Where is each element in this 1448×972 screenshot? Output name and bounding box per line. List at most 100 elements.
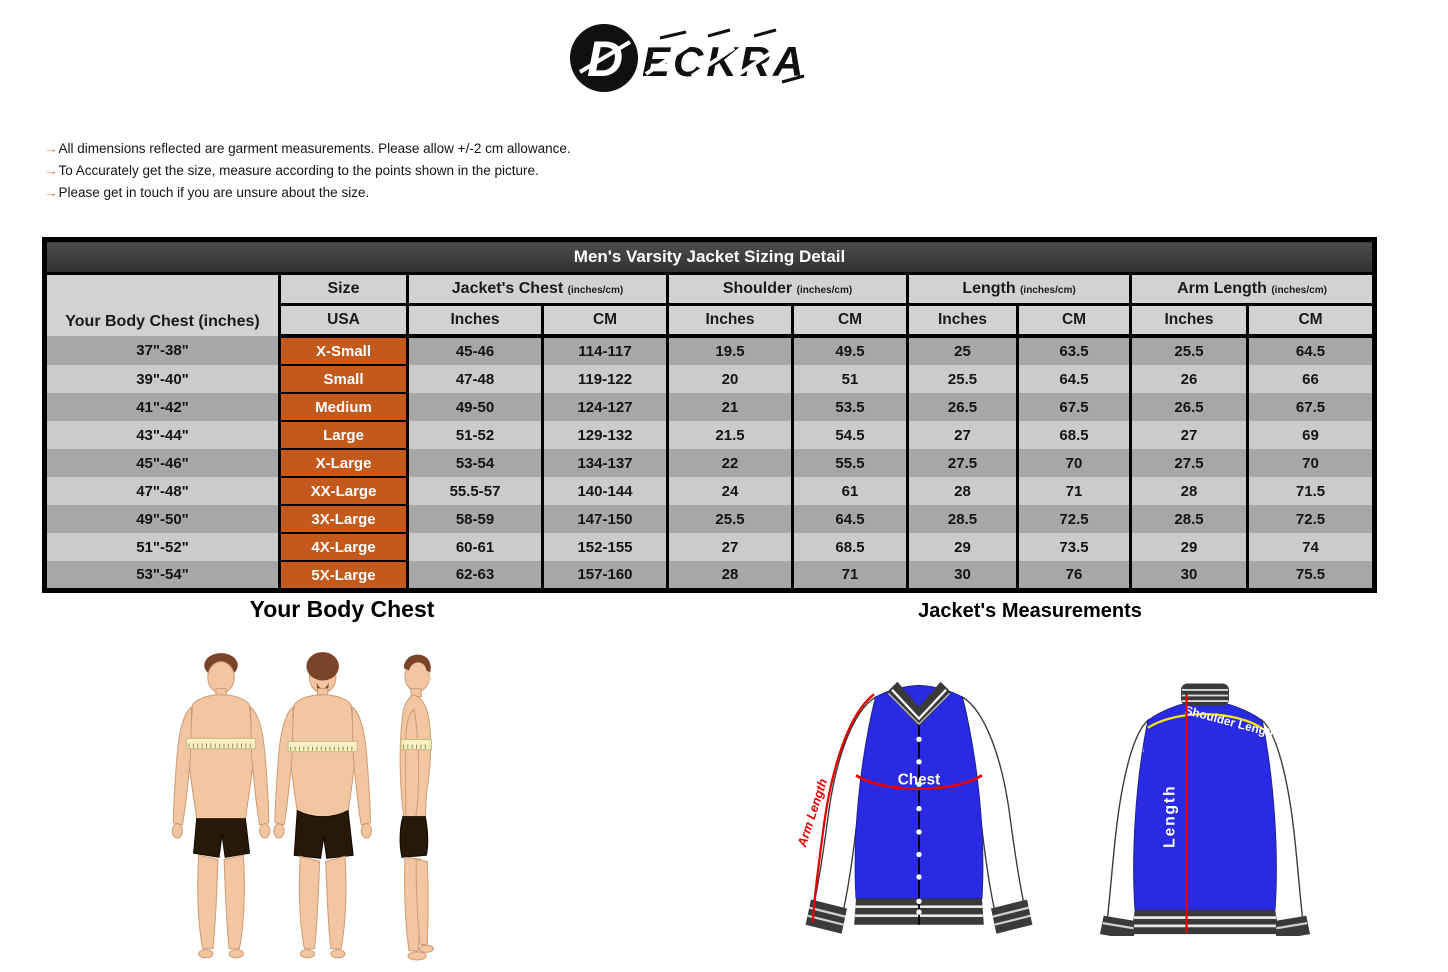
chest-measure-line bbox=[855, 774, 983, 791]
group-header-length: Length (inches/cm) bbox=[906, 273, 1132, 306]
value-cell: 67.5 bbox=[1245, 393, 1377, 421]
sub-header-inches: Inches bbox=[906, 304, 1019, 338]
chest-label: Chest bbox=[898, 771, 940, 788]
value-cell: 51 bbox=[791, 365, 909, 393]
value-cell: 129-132 bbox=[541, 421, 669, 449]
value-cell: 68.5 bbox=[1016, 421, 1132, 449]
value-cell: 68.5 bbox=[791, 533, 909, 561]
arrow-icon: → bbox=[44, 163, 58, 178]
table-row: 45"-46" X-Large 53-54 134-137 22 55.5 27.5 70 27… bbox=[43, 448, 1377, 478]
note-text: Please get in touch if you are unsure ab… bbox=[58, 185, 370, 200]
group-unit: (inches/cm) bbox=[1020, 285, 1076, 296]
chest-tape-side bbox=[400, 738, 432, 751]
body-chest-cell: 51"-52" bbox=[43, 533, 281, 561]
length-label: Length bbox=[1162, 785, 1179, 848]
size-cell: 4X-Large bbox=[278, 532, 409, 562]
size-cell: 5X-Large bbox=[278, 560, 409, 592]
group-label: Shoulder bbox=[722, 280, 793, 297]
arrow-icon: → bbox=[44, 185, 58, 200]
figure-front-view bbox=[171, 653, 271, 959]
value-cell: 62-63 bbox=[406, 561, 544, 591]
note-text: To Accurately get the size, measure acco… bbox=[58, 163, 539, 178]
value-cell: 152-155 bbox=[541, 533, 669, 561]
value-cell: 71 bbox=[791, 561, 909, 591]
value-cell: 53-54 bbox=[406, 449, 544, 477]
table-row: 47"-48" XX-Large 55.5-57 140-144 24 61 28 71 28 7… bbox=[43, 476, 1377, 506]
value-cell: 28 bbox=[666, 561, 794, 591]
jacket-measurements-section-title: Jacket's Measurements bbox=[918, 600, 1142, 622]
value-cell: 30 bbox=[1129, 561, 1249, 591]
sub-header-cm: CM bbox=[1016, 304, 1132, 338]
group-label: Length bbox=[962, 280, 1016, 297]
value-cell: 27 bbox=[906, 421, 1019, 449]
value-cell: 67.5 bbox=[1016, 393, 1132, 421]
logo-dashes bbox=[659, 28, 805, 84]
value-cell: 26.5 bbox=[1129, 393, 1249, 421]
table-sub-header-row: USA Inches CM Inches CM Inches CM Inches… bbox=[45, 304, 1377, 338]
brand-logo: D ECKRA bbox=[568, 20, 820, 98]
figure-back-view bbox=[273, 652, 372, 959]
group-header-jackets-chest: Jacket's Chest (inches/cm) bbox=[406, 273, 669, 306]
value-cell: 30 bbox=[906, 561, 1019, 591]
value-cell: 75.5 bbox=[1245, 561, 1377, 591]
body-chest-cell: 45"-46" bbox=[43, 449, 281, 477]
value-cell: 24 bbox=[666, 477, 794, 505]
value-cell: 29 bbox=[1129, 533, 1249, 561]
hem-band-back bbox=[1133, 910, 1277, 935]
value-cell: 73.5 bbox=[1016, 533, 1132, 561]
column-header-size: Size bbox=[278, 273, 409, 306]
table-row: 39"-40" Small 47-48 119-122 20 51 25.5 64.5 26 66 bbox=[43, 364, 1377, 394]
value-cell: 19.5 bbox=[666, 336, 794, 365]
figure-side-view bbox=[399, 654, 434, 961]
group-header-shoulder: Shoulder (inches/cm) bbox=[666, 273, 909, 306]
value-cell: 25.5 bbox=[1129, 336, 1249, 365]
value-cell: 25 bbox=[906, 336, 1019, 365]
value-cell: 64.5 bbox=[1245, 336, 1377, 365]
size-cell: Medium bbox=[278, 392, 409, 422]
body-chest-cell: 37"-38" bbox=[43, 336, 281, 365]
value-cell: 26 bbox=[1129, 365, 1249, 393]
body-chest-cell: 53"-54" bbox=[43, 561, 281, 591]
table-title: Men's Varsity Jacket Sizing Detail bbox=[44, 239, 1375, 275]
table-row: 41"-42" Medium 49-50 124-127 21 53.5 26.5 67.5 2… bbox=[43, 392, 1377, 422]
value-cell: 72.5 bbox=[1016, 505, 1132, 533]
value-cell: 147-150 bbox=[541, 505, 669, 533]
size-cell: 3X-Large bbox=[278, 504, 409, 534]
body-chest-cell: 49"-50" bbox=[43, 505, 281, 533]
value-cell: 21.5 bbox=[666, 421, 794, 449]
value-cell: 58-59 bbox=[406, 505, 544, 533]
body-chest-cell: 47"-48" bbox=[43, 477, 281, 505]
size-cell: X-Large bbox=[278, 448, 409, 478]
value-cell: 54.5 bbox=[791, 421, 909, 449]
sub-header-cm: CM bbox=[791, 304, 909, 338]
value-cell: 28 bbox=[906, 477, 1019, 505]
value-cell: 66 bbox=[1245, 365, 1377, 393]
value-cell: 114-117 bbox=[541, 336, 669, 365]
group-label: Jacket's Chest bbox=[451, 280, 564, 297]
note-item: →Please get in touch if you are unsure a… bbox=[44, 182, 571, 204]
table-row: 53"-54" 5X-Large 62-63 157-160 28 71 30 76 30 75.… bbox=[43, 560, 1377, 592]
column-header-body-chest: Your Body Chest (inches) bbox=[43, 273, 281, 336]
value-cell: 27 bbox=[1129, 421, 1249, 449]
table-row: 49"-50" 3X-Large 58-59 147-150 25.5 64.5 28.5 7… bbox=[43, 504, 1377, 534]
sub-header-inches: Inches bbox=[406, 304, 544, 338]
shoulder-measure-line bbox=[1147, 713, 1265, 731]
body-figures-illustration bbox=[171, 652, 434, 961]
value-cell: 49.5 bbox=[791, 336, 909, 365]
value-cell: 28 bbox=[1129, 477, 1249, 505]
value-cell: 29 bbox=[906, 533, 1019, 561]
value-cell: 64.5 bbox=[1016, 365, 1132, 393]
value-cell: 25.5 bbox=[666, 505, 794, 533]
value-cell: 63.5 bbox=[1016, 336, 1132, 365]
sub-header-inches: Inches bbox=[1129, 304, 1249, 338]
collar-front bbox=[886, 681, 952, 727]
value-cell: 70 bbox=[1245, 449, 1377, 477]
value-cell: 55.5-57 bbox=[406, 477, 544, 505]
value-cell: 22 bbox=[666, 449, 794, 477]
value-cell: 28.5 bbox=[1129, 505, 1249, 533]
cuffs-front bbox=[805, 899, 1033, 934]
value-cell: 71 bbox=[1016, 477, 1132, 505]
collar-back bbox=[1181, 683, 1229, 706]
value-cell: 69 bbox=[1245, 421, 1377, 449]
